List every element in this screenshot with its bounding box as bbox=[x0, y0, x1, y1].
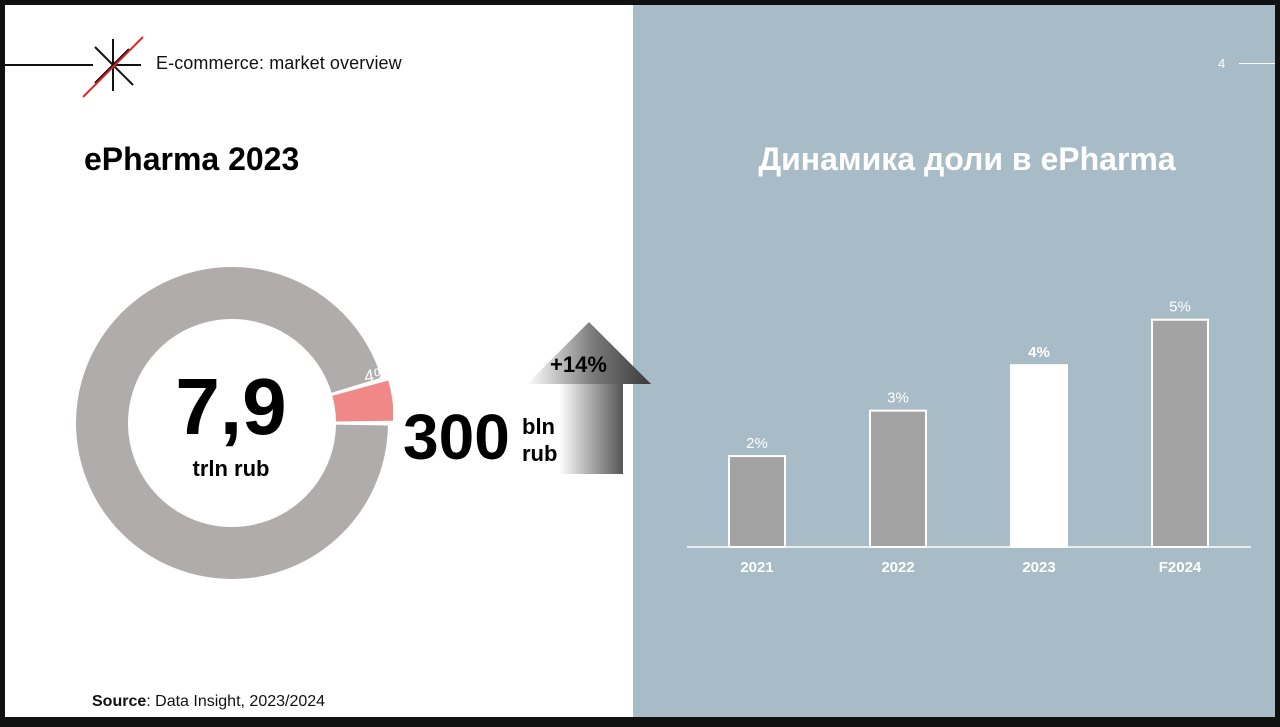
chart-bar-f2024 bbox=[1151, 318, 1209, 548]
chart-category-label: F2024 bbox=[1159, 559, 1202, 576]
slide: E-commerce: market overview 4 ePharma 20… bbox=[5, 5, 1275, 717]
donut-share-segment bbox=[332, 380, 393, 422]
online-share-label: 4% bbox=[362, 362, 392, 387]
share-bar-chart: 2% 2021 3% 2022 4% 2023 5% F2024 bbox=[687, 299, 1251, 576]
online-unit-bottom: rub bbox=[522, 441, 558, 466]
market-value: 7,9 bbox=[175, 362, 287, 451]
left-title: ePharma 2023 bbox=[84, 141, 300, 177]
page-number: 4 bbox=[1218, 56, 1226, 71]
chart-value-label: 4% bbox=[1028, 344, 1050, 361]
asterisk-logo-icon bbox=[5, 36, 144, 98]
chart-category-label: 2022 bbox=[881, 559, 914, 576]
online-unit-top: bln bbox=[522, 414, 555, 439]
growth-label: +14% bbox=[550, 352, 607, 377]
chart-value-label: 3% bbox=[887, 390, 909, 407]
chart-title: Динамика доли в ePharma bbox=[758, 141, 1176, 177]
online-amount: 300 bbox=[403, 401, 510, 473]
page-number-line bbox=[1239, 63, 1275, 64]
market-donut bbox=[76, 267, 393, 579]
market-unit: trln rub bbox=[192, 456, 270, 481]
chart-value-label: 5% bbox=[1169, 299, 1191, 316]
chart-bar-2022 bbox=[869, 409, 927, 548]
chart-category-label: 2023 bbox=[1022, 559, 1055, 576]
source-note: Source: Data Insight, 2023/2024 bbox=[92, 693, 325, 711]
source-label: Source bbox=[92, 693, 147, 710]
chart-bar-2023 bbox=[1010, 364, 1068, 548]
growth-arrow-icon bbox=[527, 322, 651, 474]
source-text: : Data Insight, 2023/2024 bbox=[146, 693, 326, 710]
chart-category-label: 2021 bbox=[740, 559, 773, 576]
chart-bar-2021 bbox=[728, 455, 786, 548]
chart-value-label: 2% bbox=[746, 435, 768, 452]
header-title: E-commerce: market overview bbox=[156, 53, 402, 73]
